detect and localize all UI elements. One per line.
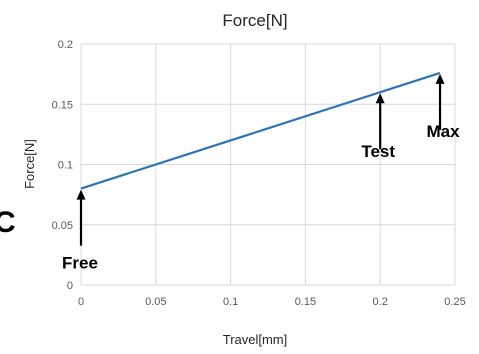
y-axis-title: Force[N] [22,139,37,189]
y-tick-label: 0.2 [58,39,73,51]
x-tick-label: 0.2 [373,296,388,308]
chart-title: Force[N] [222,11,287,30]
annotation-label: Test [361,142,395,161]
annotation-label: Free [62,254,98,273]
gridlines [80,43,456,286]
x-axis-title: Travel[mm] [223,332,288,347]
series-line [80,71,441,190]
annotation-arrow-head [435,73,445,84]
x-tick-label: 0.1 [223,296,238,308]
x-tick-label: 0.05 [145,296,166,308]
y-tick-label: 0.15 [52,99,73,111]
x-tick-label: 0 [78,296,84,308]
side-letter: C [0,206,16,239]
x-tick-labels: 0 0.05 0.1 0.15 0.2 0.25 [78,296,466,308]
y-tick-label: 0.1 [58,160,73,172]
annotation-label: Max [427,122,461,141]
x-tick-label: 0.25 [444,296,465,308]
annotation-arrow-head [375,93,385,104]
annotations: Free Test Max [62,73,461,273]
series-lines [80,71,441,190]
x-tick-label: 0.15 [295,296,316,308]
y-tick-labels: 0 0.05 0.1 0.15 0.2 [52,39,73,292]
y-tick-label: 0 [67,280,73,292]
y-tick-label: 0.05 [52,220,73,232]
annotation-arrow-head [76,189,86,200]
